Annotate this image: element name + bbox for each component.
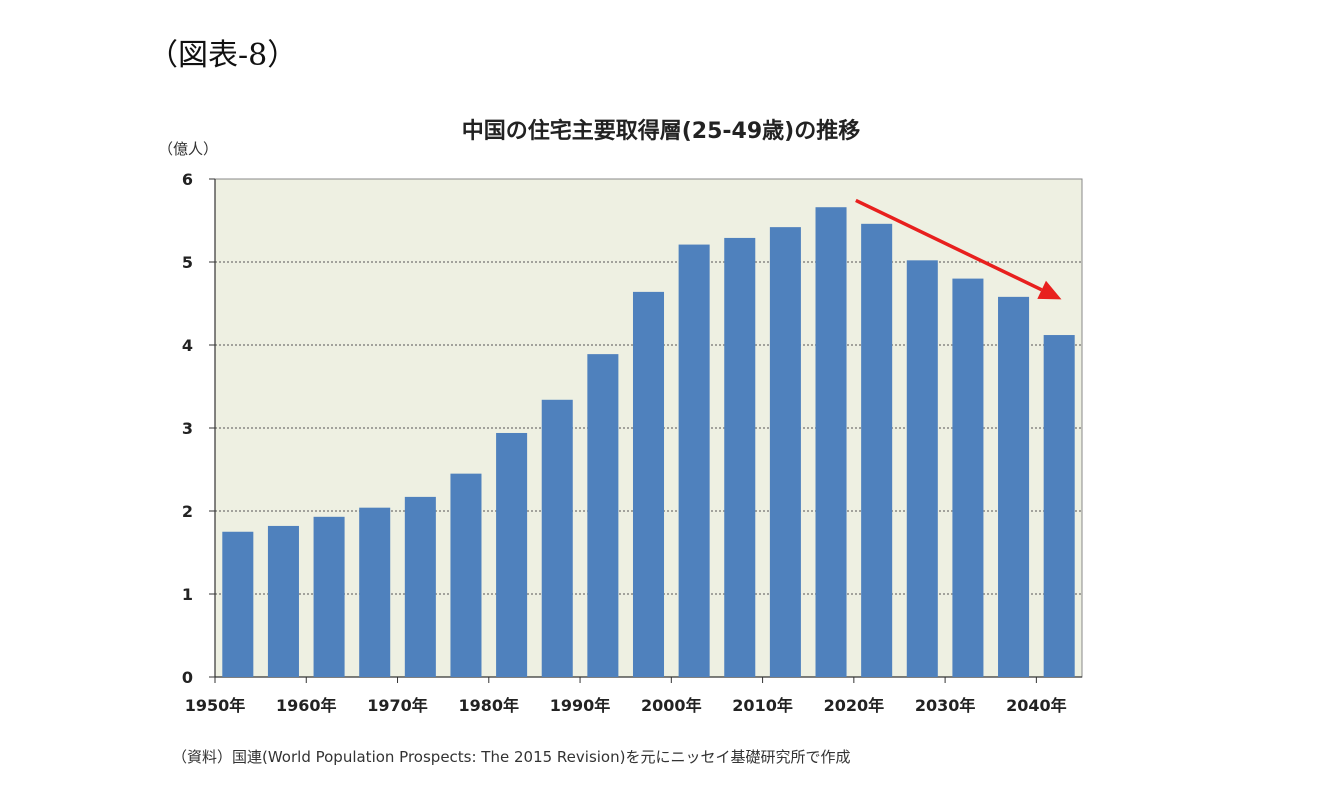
bar-1990 [587, 354, 619, 677]
bar-1980 [496, 432, 528, 677]
y-tick-label: 4 [182, 336, 193, 355]
x-tick-label: 1960年 [276, 696, 337, 715]
x-tick-label: 2040年 [1006, 696, 1067, 715]
bar-2040 [1043, 335, 1075, 677]
bar-2020 [861, 223, 893, 677]
x-tick-label: 1950年 [185, 696, 246, 715]
bar-2010 [769, 227, 801, 677]
trend-arrow-shaft [855, 198, 1043, 292]
bar-1965 [359, 507, 391, 677]
y-axis-unit-label: （億人） [158, 140, 219, 158]
y-tick-label: 6 [182, 170, 193, 189]
bar-1995 [632, 291, 665, 677]
y-tick-label: 2 [182, 502, 193, 521]
bar-2025 [906, 260, 938, 677]
figure-label: （図表-8） [148, 38, 298, 73]
source-note: （資料）国連(World Population Prospects: The 2… [172, 748, 851, 766]
x-tick-label: 1980年 [459, 696, 520, 715]
x-tick-label: 2020年 [824, 696, 885, 715]
bar-2035 [998, 296, 1030, 677]
bar-1975 [450, 473, 482, 677]
y-tick-label: 5 [182, 253, 193, 272]
x-tick-label: 1990年 [550, 696, 611, 715]
bar-1960 [313, 516, 345, 677]
bar-1950 [222, 531, 254, 677]
trend-arrow-head [1037, 280, 1062, 300]
bar-2015 [815, 207, 847, 677]
x-tick-label: 2000年 [641, 696, 702, 715]
y-tick-label: 0 [182, 668, 193, 687]
bar-1955 [267, 525, 299, 677]
x-tick-label: 2010年 [732, 696, 793, 715]
chart-title: 中国の住宅主要取得層(25-49歳)の推移 [461, 119, 861, 144]
bar-2005 [724, 237, 756, 677]
bar-1985 [541, 399, 573, 677]
x-tick-label: 2030年 [915, 696, 976, 715]
y-tick-label: 1 [182, 585, 193, 604]
bar-1970 [404, 496, 436, 677]
bar-2000 [678, 244, 710, 677]
y-tick-label: 3 [182, 419, 193, 438]
bar-2030 [952, 278, 984, 677]
x-tick-label: 1970年 [367, 696, 428, 715]
